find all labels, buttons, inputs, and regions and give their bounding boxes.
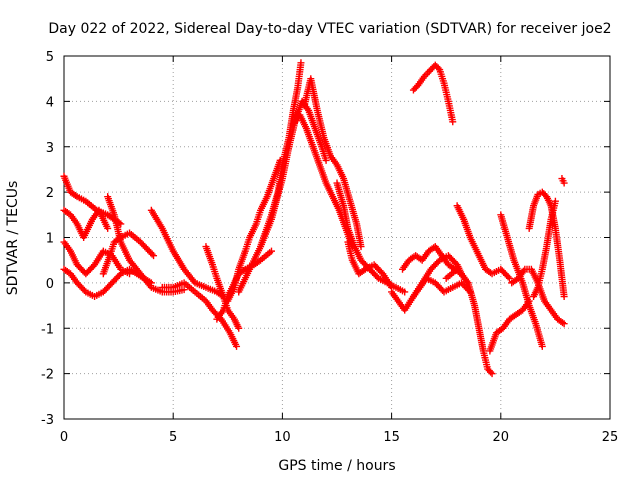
data-point	[104, 224, 112, 232]
y-tick-label: 5	[46, 50, 54, 65]
y-tick-label: -3	[41, 413, 54, 428]
data-point	[150, 252, 158, 260]
series-track-22	[453, 202, 514, 282]
x-tick-label: 25	[602, 430, 619, 445]
data-point	[401, 288, 409, 296]
series-track-7	[147, 206, 227, 300]
series-track-24	[486, 297, 533, 355]
data-point	[506, 274, 514, 282]
data-point	[373, 273, 381, 281]
data-point	[449, 118, 457, 126]
data-point	[560, 179, 568, 187]
series-track-8	[158, 279, 241, 350]
data-point	[235, 324, 243, 332]
data-point	[560, 320, 568, 328]
data-point	[357, 243, 365, 251]
y-axis-label: SDTVAR / TECUs	[5, 181, 21, 296]
data-point	[487, 368, 495, 376]
data-points	[60, 59, 568, 378]
y-tick-label: 3	[46, 141, 54, 156]
data-point	[434, 64, 442, 72]
data-point	[233, 342, 241, 350]
series-track-11	[224, 156, 284, 305]
series-track-26	[508, 265, 568, 328]
data-point	[180, 286, 188, 294]
x-tick-label: 5	[169, 430, 177, 445]
y-tick-label: 2	[46, 186, 54, 201]
chart-title: Day 022 of 2022, Sidereal Day-to-day VTE…	[48, 21, 611, 37]
axis-ticks: 0 5 10 15 20 25 -3 -2 -1 0 1 2 3 4 5	[41, 50, 618, 445]
series-track-12	[235, 59, 305, 296]
series-track-25	[497, 211, 546, 350]
series-track-29	[558, 175, 568, 187]
series-track-21	[409, 61, 457, 126]
data-point	[80, 286, 88, 294]
series-track-4	[60, 206, 112, 241]
y-tick-label: 4	[46, 95, 54, 110]
x-tick-label: 20	[493, 430, 510, 445]
y-tick-label: 1	[46, 232, 54, 247]
series-track-15	[300, 75, 365, 251]
series-track-20	[409, 274, 474, 300]
y-tick-label: -2	[41, 368, 54, 383]
x-tick-label: 15	[383, 430, 400, 445]
data-point	[488, 370, 496, 378]
data-point	[148, 250, 156, 258]
data-point	[297, 59, 305, 67]
data-point	[424, 69, 432, 77]
series-track-17	[344, 238, 396, 291]
grid-lines	[64, 56, 610, 419]
data-point	[322, 156, 330, 164]
data-point	[538, 342, 546, 350]
series-track-6	[104, 193, 188, 296]
data-point	[434, 258, 442, 266]
data-point	[560, 292, 568, 300]
data-point	[551, 197, 559, 205]
y-tick-label: -1	[41, 322, 54, 337]
data-point	[115, 271, 123, 279]
x-axis-label: GPS time / hours	[278, 458, 395, 474]
series-track-18	[388, 252, 465, 314]
y-tick-label: 0	[46, 277, 54, 292]
x-tick-label: 0	[60, 430, 68, 445]
data-point	[267, 247, 275, 255]
series-track-5	[99, 229, 158, 278]
data-point	[504, 273, 512, 281]
data-point	[126, 270, 134, 278]
series-track-28	[530, 197, 559, 300]
series-track-23	[442, 265, 496, 378]
x-tick-label: 10	[274, 430, 291, 445]
